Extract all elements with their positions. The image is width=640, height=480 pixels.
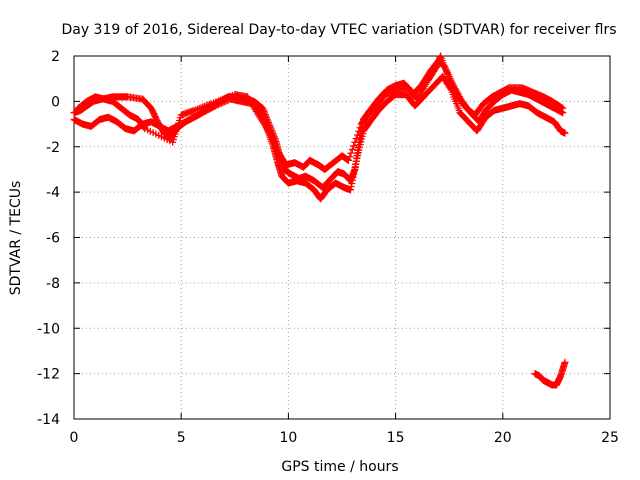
data-point [350, 167, 358, 175]
y-tick-label: -2 [46, 140, 60, 156]
data-point [352, 135, 360, 143]
data-point [270, 139, 278, 147]
data-point [353, 131, 361, 139]
y-tick-label: -14 [37, 412, 60, 428]
data-point [269, 135, 277, 143]
data-point [561, 358, 569, 366]
data-point [351, 164, 359, 172]
data-point [269, 136, 277, 144]
data-point [197, 104, 205, 112]
data-point [561, 129, 569, 137]
data-point [352, 160, 360, 168]
y-tick-label: -12 [37, 367, 60, 383]
tick-marks [73, 55, 611, 420]
data-point [348, 145, 356, 153]
series-1 [70, 72, 569, 203]
data-point [346, 153, 354, 161]
data-point [350, 142, 358, 150]
y-axis-label: SDTVAR / TECUs [8, 181, 24, 296]
series-2 [74, 52, 567, 173]
x-axis-label: GPS time / hours [281, 459, 398, 475]
data-point [268, 133, 276, 141]
y-tick-label: -4 [46, 185, 60, 201]
data-point [356, 124, 364, 132]
series-3 [531, 358, 569, 389]
data-point [344, 156, 352, 164]
data-point [267, 131, 275, 139]
data-point [190, 106, 198, 114]
data-point [349, 176, 357, 184]
data-point [348, 180, 356, 188]
data-point [216, 100, 224, 108]
x-tick-label: 5 [177, 430, 186, 446]
y-tick-label: 0 [51, 94, 60, 110]
data-point [355, 127, 363, 135]
data-point [350, 170, 358, 178]
data-point [352, 157, 360, 165]
data-point [347, 186, 355, 194]
data-point [270, 138, 278, 146]
data-point [351, 138, 359, 146]
data-point [192, 106, 200, 114]
data-point [206, 100, 214, 108]
y-tick-label: -6 [46, 231, 60, 247]
chart-title: Day 319 of 2016, Sidereal Day-to-day VTE… [61, 22, 616, 38]
data-point [271, 141, 279, 149]
x-tick-label: 20 [494, 430, 512, 446]
data-series [70, 52, 569, 389]
data-point [349, 173, 357, 181]
data-point [272, 143, 280, 151]
data-point [200, 102, 208, 110]
y-tick-label: -10 [37, 321, 60, 337]
x-tick-label: 0 [70, 430, 79, 446]
data-point [272, 144, 280, 152]
data-point [347, 149, 355, 157]
x-tick-label: 25 [601, 430, 619, 446]
data-point [202, 102, 210, 110]
x-tick-label: 15 [387, 430, 405, 446]
data-point [273, 146, 281, 154]
x-tick-label: 10 [279, 430, 297, 446]
data-point [558, 104, 566, 112]
data-point [347, 183, 355, 191]
data-point [559, 104, 567, 112]
data-point [193, 105, 201, 113]
data-point [204, 101, 212, 109]
data-point [199, 103, 207, 111]
y-tick-label: 2 [51, 49, 60, 65]
y-tick-label: -8 [46, 276, 60, 292]
data-point [195, 104, 203, 112]
